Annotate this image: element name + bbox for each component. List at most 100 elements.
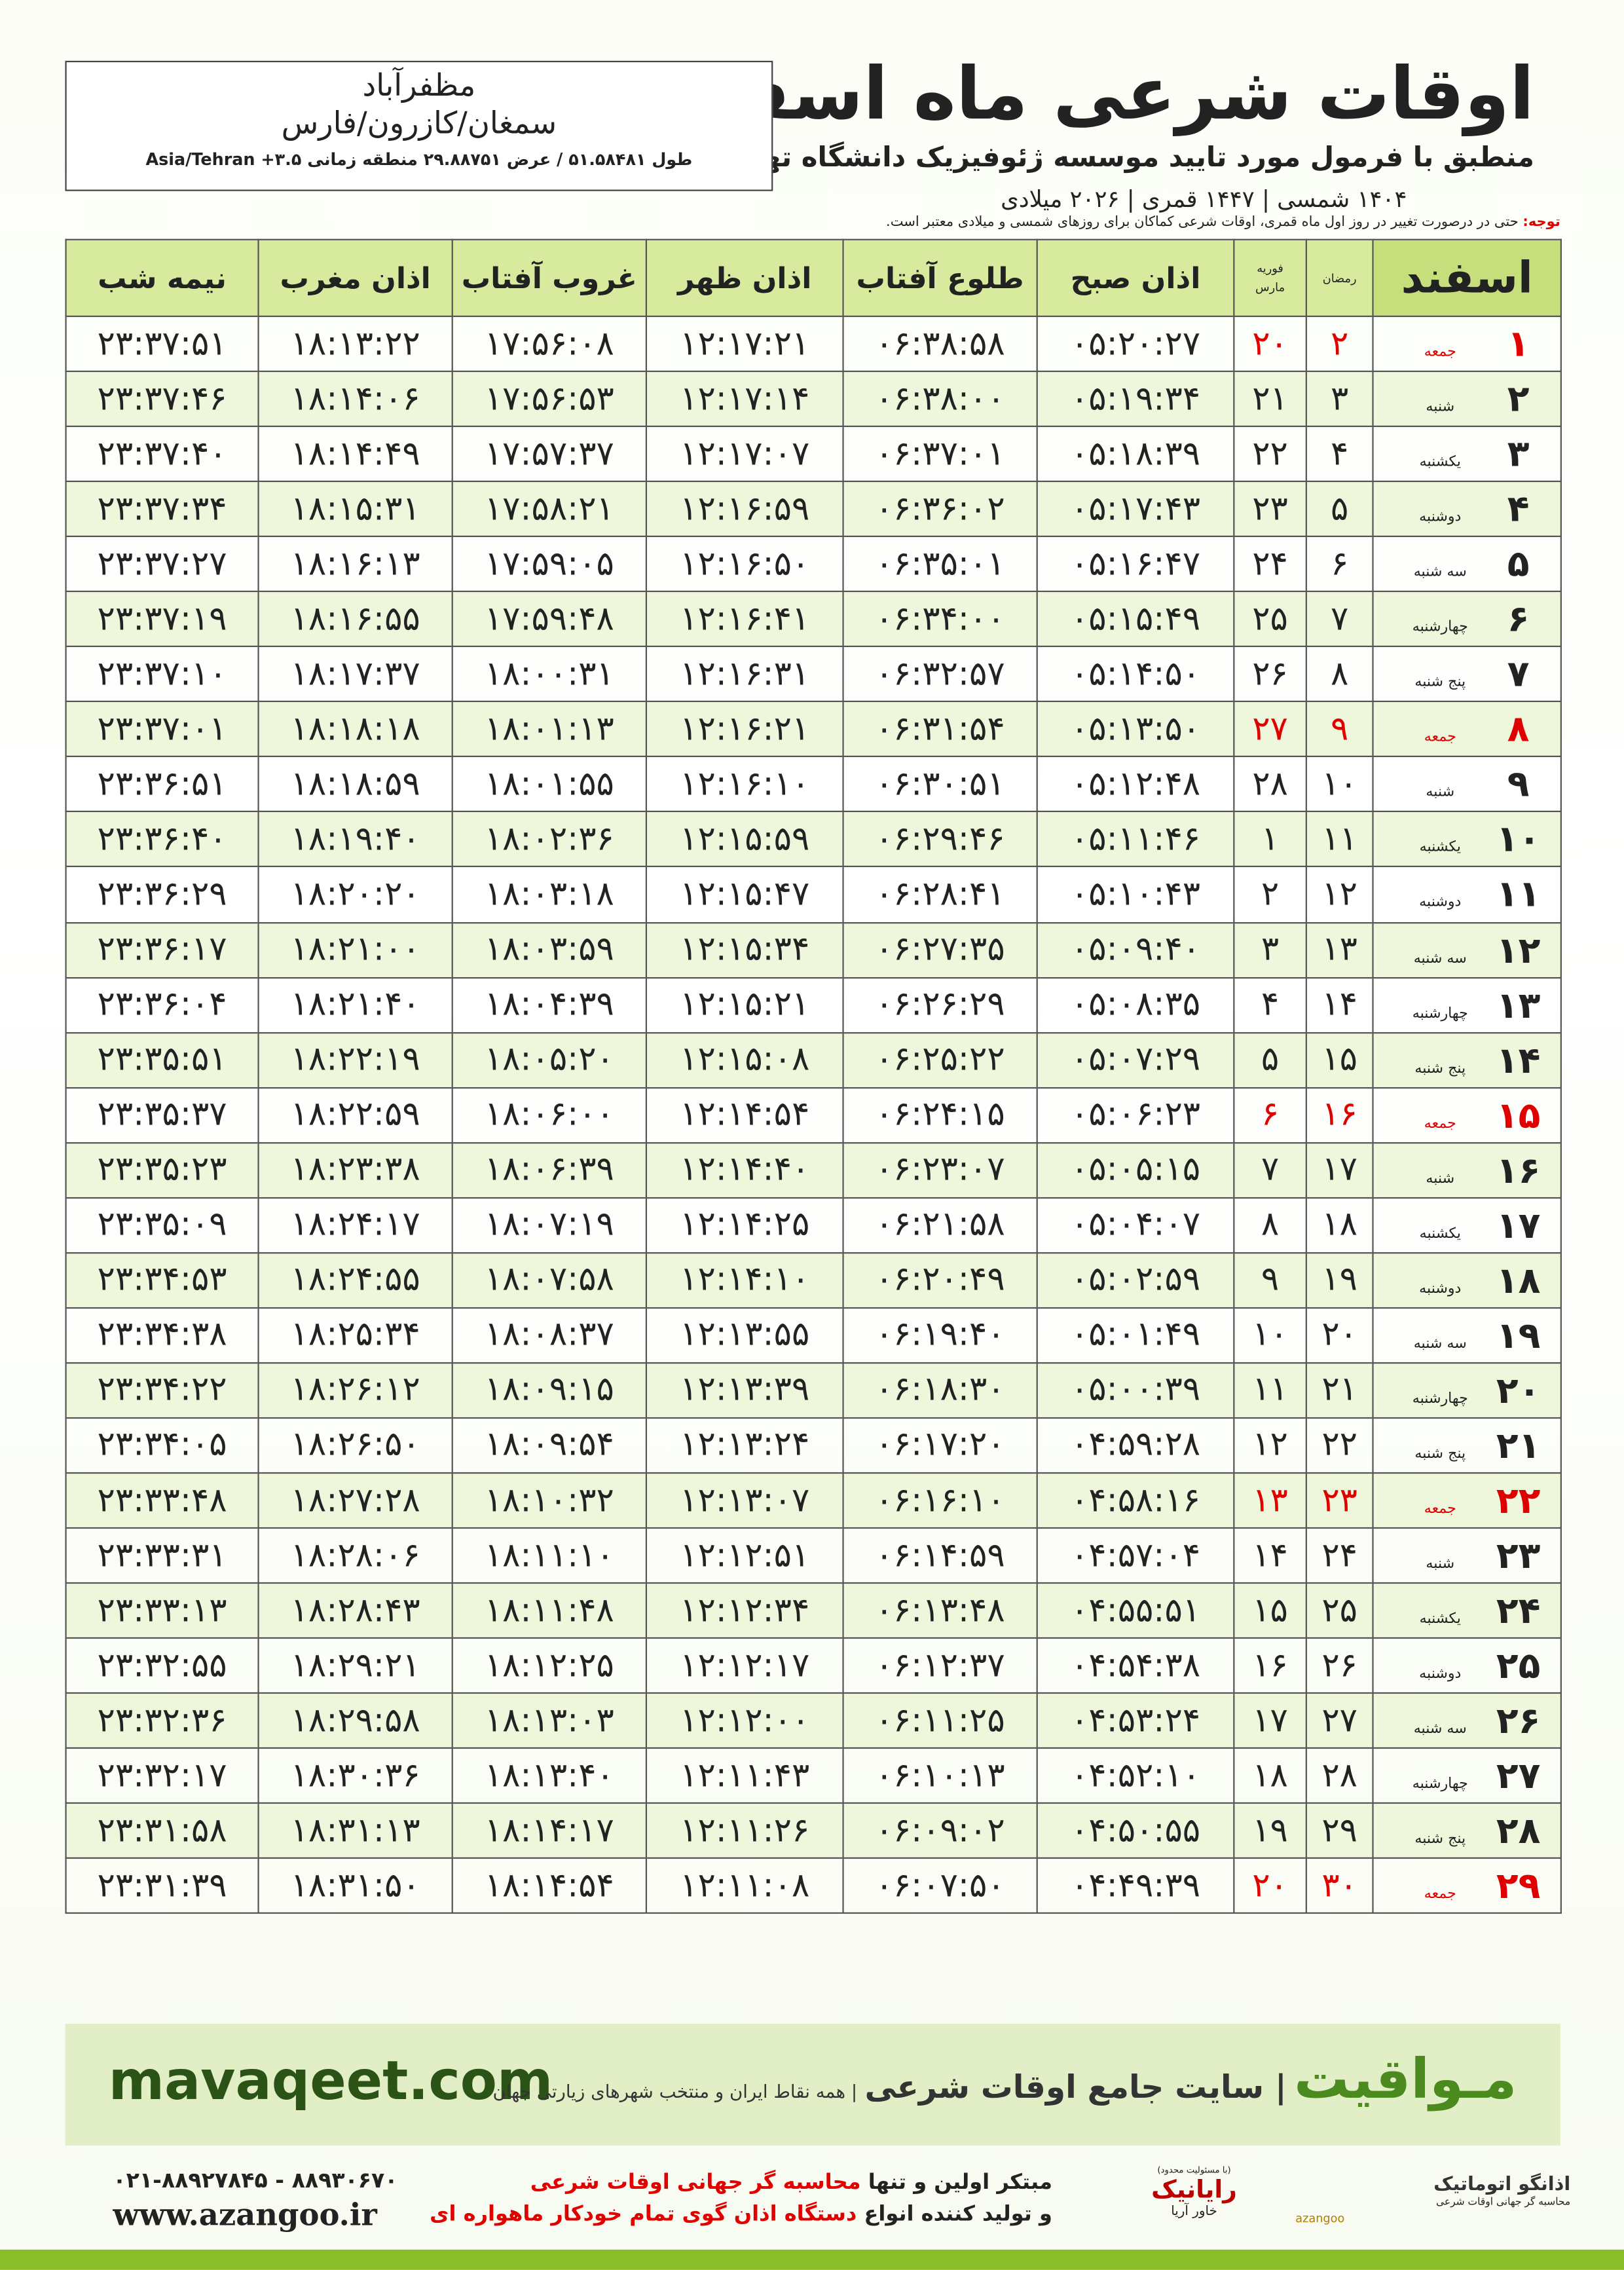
time-cell: ۱۸:۲۶:۵۰: [257, 1417, 453, 1474]
time-cell: ۱۸:۲۲:۱۹: [257, 1032, 453, 1088]
time-cell: ۱۸:۲۴:۱۷: [257, 1197, 453, 1254]
slogan: | سایت جامع اوقات شرعی: [864, 2070, 1287, 2107]
day-cell: ۲۵ دوشنبه: [1372, 1637, 1562, 1694]
date-cell: ۲۰: [1233, 315, 1307, 373]
time-cell: ۰۵:۰۸:۳۵: [1036, 977, 1235, 1033]
time-cell: ۱۸:۰۵:۲۰: [451, 1032, 648, 1088]
table-row: ۱۱ دوشنبه ۱۲ ۲ ۰۵:۱۰:۴۳ ۰۶:۲۸:۴۱ ۱۲:۱۵:۴۷ ۱۸:۰۳…: [65, 866, 1562, 923]
time-cell: ۱۸:۰۹:۵۴: [451, 1417, 648, 1474]
time-cell: ۱۲:۱۵:۵۹: [645, 811, 844, 868]
time-cell: ۱۲:۱۴:۵۴: [645, 1087, 844, 1144]
logo: اذانگو اتوماتیک محاسبه گر جهانی اوقات شر…: [1295, 2163, 1570, 2235]
table-row: ۱۲ سه شنبه ۱۳ ۳ ۰۵:۰۹:۴۰ ۰۶:۲۷:۳۵ ۱۲:۱۵:۳۴ ۱۸:۰…: [65, 921, 1562, 978]
time-cell: ۱۲:۱۷:۲۱: [645, 315, 844, 373]
date-cell: ۱۰: [1233, 1307, 1307, 1364]
column-header: رمضان: [1305, 238, 1374, 318]
weekday: سه شنبه: [1413, 1335, 1467, 1352]
time-cell: ۰۶:۲۴:۱۵: [842, 1087, 1038, 1144]
day-number: ۸: [1507, 708, 1530, 751]
table-row: ۲۶سه شنبه ۲۷ ۱۷ ۰۴:۵۳:۲۴ ۰۶:۱۱:۲۵ ۱۲:۱۲:۰۰ ۱۸:…: [65, 1692, 1562, 1749]
time-cell: ۰۶:۲۳:۰۷: [842, 1142, 1038, 1199]
time-cell: ۱۸:۰۲:۳۶: [451, 811, 648, 868]
day-cell: ۱۲ سه شنبه: [1372, 921, 1562, 978]
date-cell: ۲۷: [1305, 1692, 1374, 1749]
time-cell: ۱۷:۵۶:۰۸: [451, 315, 648, 373]
date-cell: ۱۷: [1305, 1142, 1374, 1199]
logo-sub: محاسبه گر جهانی اوقات شرعی: [1436, 2196, 1571, 2208]
time-cell: ۲۳:۳۳:۳۱: [65, 1527, 259, 1584]
date-cell: ۲۶: [1233, 646, 1307, 703]
date-cell: ۱: [1233, 811, 1307, 868]
date-cell: ۲۰: [1233, 1857, 1307, 1914]
weekday: چهارشنبه: [1412, 1776, 1468, 1793]
time-cell: ۰۵:۰۵:۱۵: [1036, 1142, 1235, 1199]
slogan-text: سایت جامع اوقات شرعی: [864, 2070, 1264, 2107]
column-header: اذان ظهر: [645, 238, 844, 318]
time-cell: ۱۲:۱۴:۴۰: [645, 1142, 844, 1199]
date-cell: ۵: [1233, 1032, 1307, 1088]
day-number: ۱: [1507, 322, 1530, 365]
footer-url[interactable]: www.azangoo.ir: [113, 2196, 377, 2233]
date-cell: ۴: [1305, 426, 1374, 483]
date-cell: ۲: [1305, 315, 1374, 373]
time-cell: ۲۳:۳۷:۱۰: [65, 646, 259, 703]
time-cell: ۱۲:۱۷:۱۴: [645, 370, 844, 428]
time-cell: ۰۵:۱۴:۵۰: [1036, 646, 1235, 703]
text-highlight: محاسبه گر جهانی اوقات شرعی: [530, 2171, 861, 2195]
date-cell: ۱۹: [1305, 1252, 1374, 1309]
date-cell: ۸: [1233, 1197, 1307, 1254]
time-cell: ۱۲:۱۳:۰۷: [645, 1472, 844, 1529]
time-cell: ۰۶:۲۱:۵۸: [842, 1197, 1038, 1254]
time-cell: ۱۲:۱۲:۱۷: [645, 1637, 844, 1694]
time-cell: ۱۸:۰۶:۳۹: [451, 1142, 648, 1199]
time-cell: ۱۸:۲۳:۳۸: [257, 1142, 453, 1199]
date-cell: ۲۷: [1233, 701, 1307, 758]
table-row: ۱۴پنج شنبه ۱۵ ۵ ۰۵:۰۷:۲۹ ۰۶:۲۵:۲۲ ۱۲:۱۵:۰۸ ۱۸:…: [65, 1032, 1562, 1088]
note: توجه: حتی در درصورت تغییر در روز اول ماه…: [65, 214, 1560, 230]
date-cell: ۵: [1305, 481, 1374, 538]
day-cell: ۱۷ یکشنبه: [1372, 1197, 1562, 1254]
time-cell: ۰۵:۰۴:۰۷: [1036, 1197, 1235, 1254]
date-cell: ۱۶: [1305, 1087, 1374, 1144]
text-highlight: دستگاه اذان گوی تمام خودکار ماهواره ای: [430, 2203, 857, 2227]
date-cell: ۲۸: [1305, 1747, 1374, 1804]
time-cell: ۱۸:۱۶:۱۳: [257, 536, 453, 593]
date-cell: ۲۴: [1305, 1527, 1374, 1584]
time-cell: ۱۸:۱۱:۴۸: [451, 1582, 648, 1639]
time-cell: ۰۶:۱۰:۱۳: [842, 1747, 1038, 1804]
tagline: | همه نقاط ایران و منتخب شهرهای زیارتی ج…: [492, 2080, 858, 2102]
time-cell: ۲۳:۳۴:۵۳: [65, 1252, 259, 1309]
site-url[interactable]: mavaqeet.com: [108, 2049, 553, 2112]
day-cell: ۲۹ جمعه: [1372, 1857, 1562, 1914]
time-cell: ۰۶:۳۵:۰۱: [842, 536, 1038, 593]
time-cell: ۱۸:۱۰:۳۲: [451, 1472, 648, 1529]
date-cell: ۱۶: [1233, 1637, 1307, 1694]
time-cell: ۱۸:۰۷:۵۸: [451, 1252, 648, 1309]
time-cell: ۰۶:۳۷:۰۱: [842, 426, 1038, 483]
table-row: ۲۸پنج شنبه ۲۹ ۱۹ ۰۴:۵۰:۵۵ ۰۶:۰۹:۰۲ ۱۲:۱۱:۲۶ ۱۸…: [65, 1802, 1562, 1859]
weekday: یکشنبه: [1419, 1225, 1461, 1242]
time-cell: ۲۳:۳۴:۰۵: [65, 1417, 259, 1474]
day-number: ۹: [1507, 763, 1530, 806]
date-cell: ۲۳: [1233, 481, 1307, 538]
dates: ۱۴۰۴ شمسی | ۱۴۴۷ قمری | ۲۰۲۶ میلادی: [1001, 185, 1407, 213]
date-cell: ۱۷: [1233, 1692, 1307, 1749]
time-cell: ۰۶:۰۹:۰۲: [842, 1802, 1038, 1859]
time-cell: ۱۸:۱۴:۴۹: [257, 426, 453, 483]
time-cell: ۱۲:۱۶:۵۰: [645, 536, 844, 593]
time-cell: ۲۳:۳۵:۰۹: [65, 1197, 259, 1254]
time-cell: ۰۵:۰۲:۵۹: [1036, 1252, 1235, 1309]
time-cell: ۰۶:۳۲:۵۷: [842, 646, 1038, 703]
day-number: ۲۴: [1496, 1590, 1541, 1632]
table-row: ۲۷چهارشنبه ۲۸ ۱۸ ۰۴:۵۲:۱۰ ۰۶:۱۰:۱۳ ۱۲:۱۱:۴۳ ۱۸…: [65, 1747, 1562, 1804]
time-cell: ۱۸:۲۱:۴۰: [257, 977, 453, 1033]
time-cell: ۰۵:۱۶:۴۷: [1036, 536, 1235, 593]
time-cell: ۰۵:۰۱:۴۹: [1036, 1307, 1235, 1364]
table-row: ۱۳چهارشنبه ۱۴ ۴ ۰۵:۰۸:۳۵ ۰۶:۲۶:۲۹ ۱۲:۱۵:۲۱ ۱۸:…: [65, 977, 1562, 1033]
weekday: سه شنبه: [1413, 565, 1467, 581]
banner: mavaqeet.com مـواقیت | سایت جامع اوقات ش…: [65, 2024, 1560, 2146]
date-cell: ۲۸: [1233, 756, 1307, 813]
date-cell: ۷: [1305, 591, 1374, 648]
time-cell: ۰۶:۲۹:۴۶: [842, 811, 1038, 868]
time-cell: ۱۲:۱۴:۲۵: [645, 1197, 844, 1254]
